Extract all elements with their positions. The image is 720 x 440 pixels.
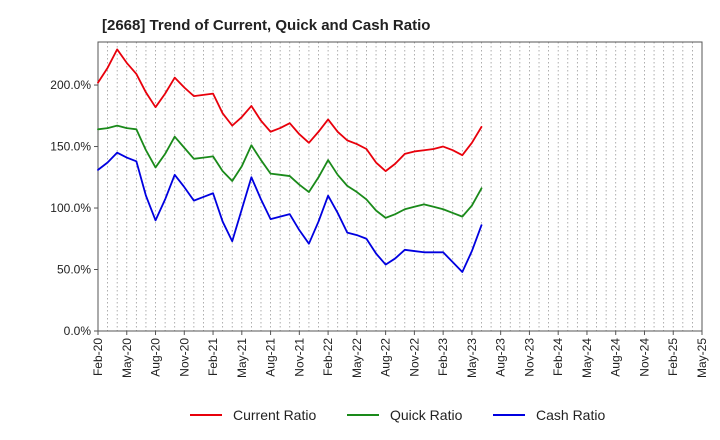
legend-label-current-ratio: Current Ratio <box>233 407 316 423</box>
y-tick-label: 50.0% <box>57 263 91 277</box>
x-tick-label: Feb-24 <box>551 338 565 376</box>
x-tick-label: Nov-22 <box>407 338 421 377</box>
legend-label-cash-ratio: Cash Ratio <box>536 407 605 423</box>
series-line-quick-ratio <box>97 124 483 219</box>
x-tick-label: Aug-22 <box>379 338 393 377</box>
chart-title: [2668] Trend of Current, Quick and Cash … <box>102 17 430 34</box>
x-tick-label: Feb-22 <box>321 338 335 376</box>
x-tick-label: Feb-20 <box>91 338 105 376</box>
x-tick-label: May-24 <box>580 338 594 378</box>
x-tick-label: May-20 <box>120 338 134 378</box>
x-tick-label: Aug-24 <box>609 338 623 377</box>
x-tick-label: May-23 <box>465 338 479 378</box>
x-tick-label: May-21 <box>235 338 249 378</box>
x-tick-label: Aug-21 <box>264 338 278 377</box>
x-tick-label: Nov-24 <box>637 338 651 377</box>
x-tick-label: Feb-21 <box>206 338 220 376</box>
x-tick-label: Feb-23 <box>436 338 450 376</box>
series-lines <box>97 48 483 273</box>
y-tick-label: 150.0% <box>50 140 91 154</box>
x-tick-label: May-25 <box>695 338 709 378</box>
x-tick-label: Nov-23 <box>522 338 536 377</box>
y-tick-label: 100.0% <box>50 201 91 215</box>
series-line-current-ratio <box>97 48 483 173</box>
legend: Current Ratio Quick Ratio Cash Ratio <box>190 407 605 423</box>
x-tick-label: Nov-21 <box>292 338 306 377</box>
gridlines <box>107 42 693 331</box>
y-tick-label: 200.0% <box>50 78 91 92</box>
x-axis-ticks: Feb-20 May-20 Aug-20 Nov-20 Feb-21 May-21 Aug-… <box>91 331 709 378</box>
y-tick-label: 0.0% <box>64 324 92 338</box>
plot-frame <box>97 41 703 332</box>
x-tick-label: May-22 <box>350 338 364 378</box>
x-tick-label: Aug-23 <box>494 338 508 377</box>
legend-label-quick-ratio: Quick Ratio <box>390 407 463 423</box>
x-tick-label: Feb-25 <box>666 338 680 376</box>
y-axis-ticks: 0.0% 50.0% 100.0% 150.0% 200.0% <box>50 78 98 338</box>
series-line-cash-ratio <box>97 151 483 273</box>
x-tick-label: Nov-20 <box>177 338 191 377</box>
x-tick-label: Aug-20 <box>149 338 163 377</box>
